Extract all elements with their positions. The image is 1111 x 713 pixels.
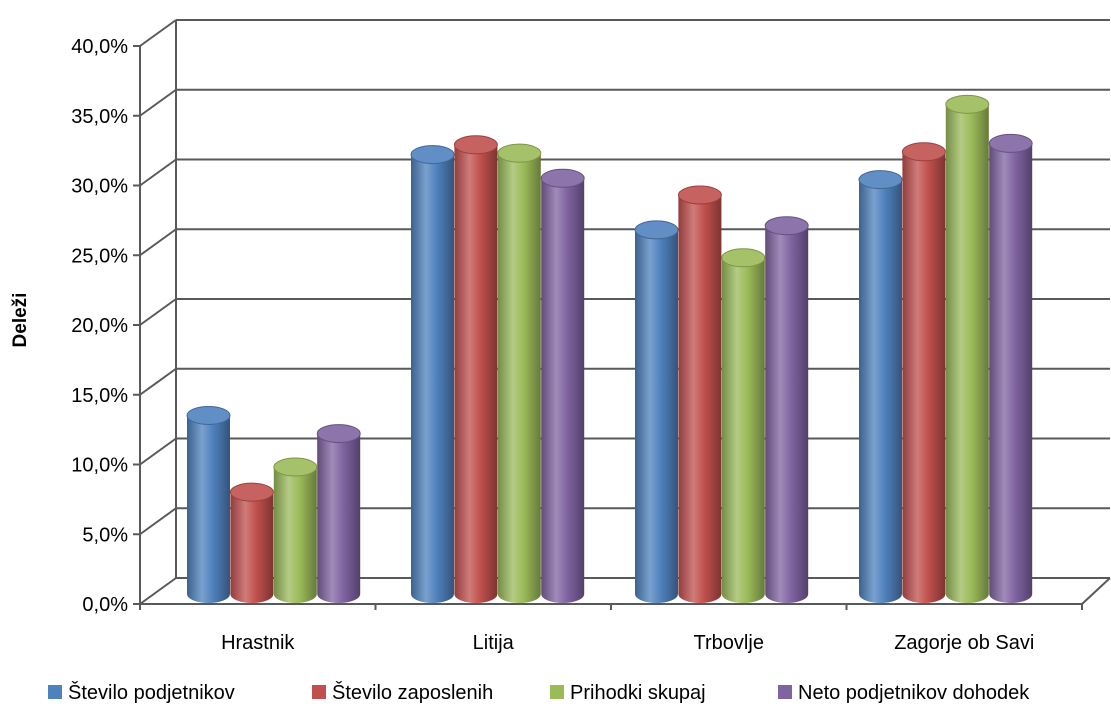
legend-item: Število zaposlenih [312, 681, 493, 704]
bar-top [988, 133, 1033, 153]
bar-body [187, 415, 230, 603]
y-tick-label: 0,0% [82, 594, 128, 616]
bar-body [230, 492, 274, 603]
bar-body [859, 179, 902, 603]
bar [858, 170, 903, 603]
bar-body [902, 151, 946, 603]
bar-top [186, 405, 231, 425]
legend-item: Število podjetnikov [48, 681, 235, 704]
bar-body [945, 104, 989, 603]
bar [540, 168, 585, 604]
bar-body [721, 257, 765, 603]
y-tick-label: 40,0% [71, 36, 128, 58]
x-category-labels: Hrastnik Litija Trbovlje Zagorje ob Savi [221, 632, 1034, 654]
bar-body [317, 433, 361, 603]
bar-body [678, 195, 722, 603]
bar-top [410, 145, 455, 165]
y-tick-label: 15,0% [71, 385, 128, 407]
bar-body [411, 154, 454, 603]
bar-body [454, 144, 498, 603]
bar-body [765, 225, 809, 603]
legend-label: Prihodki skupaj [570, 682, 706, 704]
bar-body [635, 229, 678, 603]
bar-top [721, 248, 766, 268]
bar [186, 405, 231, 603]
bar-body [273, 467, 317, 603]
wall-gridline [139, 228, 177, 257]
y-tick-label: 35,0% [71, 106, 128, 128]
bar-top [316, 424, 361, 444]
bar [677, 185, 722, 603]
y-tick-labels: 0,0% 5,0% 10,0% 15,0% 20,0% 25,0% 30,0% 35,0% 40… [71, 36, 128, 616]
y-tick-label: 25,0% [71, 245, 128, 267]
bar [316, 424, 361, 603]
y-tick-label: 30,0% [71, 176, 128, 198]
legend-item: Neto podjetnikov dohodek [778, 682, 1030, 704]
legend: Število podjetnikov Število zaposlenih Pri… [48, 681, 1030, 704]
bars [186, 94, 1033, 604]
y-tick-label: 20,0% [71, 315, 128, 337]
wall-gridline [139, 298, 177, 326]
bar [273, 457, 318, 603]
bar [410, 145, 455, 603]
x-category-label: Hrastnik [221, 632, 295, 654]
floor-right-edge [1081, 577, 1111, 605]
bar [988, 133, 1033, 603]
bar [721, 248, 766, 603]
bar-top [497, 143, 542, 163]
wall-gridline [139, 88, 177, 117]
bar-top [945, 94, 990, 114]
legend-label: Neto podjetnikov dohodek [798, 682, 1030, 704]
wall-gridline [139, 577, 177, 605]
bar-top [273, 457, 318, 477]
legend-swatch [550, 685, 564, 699]
wall-gridline [139, 367, 177, 396]
wall-gridline [139, 437, 177, 466]
y-tick-label: 10,0% [71, 455, 128, 477]
legend-label: Število zaposlenih [332, 681, 493, 704]
bar [945, 94, 990, 603]
x-category-label: Litija [473, 632, 515, 654]
wall-gridline [139, 19, 177, 47]
bar-top [858, 170, 903, 190]
x-category-label: Trbovlje [694, 632, 764, 654]
legend-label: Število podjetnikov [68, 681, 235, 704]
bar-body [497, 153, 541, 603]
bar-body [541, 178, 585, 604]
bar-top [764, 216, 809, 236]
x-category-label: Zagorje ob Savi [894, 632, 1034, 654]
legend-swatch [48, 685, 62, 699]
legend-swatch [312, 685, 326, 699]
bar-top [540, 168, 585, 188]
bar-top [453, 135, 498, 155]
y-tick-label: 5,0% [82, 524, 128, 546]
bar-top [901, 142, 946, 162]
bar [229, 482, 274, 603]
bar-body [989, 143, 1033, 603]
bar-top [229, 482, 274, 502]
legend-swatch [778, 685, 792, 699]
bar [497, 143, 542, 603]
bar [901, 142, 946, 603]
bar-top [634, 220, 679, 240]
bar [634, 220, 679, 603]
y-axis-title: Deleži [10, 293, 31, 348]
wall-gridline [139, 158, 177, 187]
bar [764, 216, 809, 603]
axes [133, 20, 1111, 610]
bar-top [677, 185, 722, 205]
bar [453, 135, 498, 603]
legend-item: Prihodki skupaj [550, 682, 706, 704]
wall-gridline [139, 507, 177, 536]
